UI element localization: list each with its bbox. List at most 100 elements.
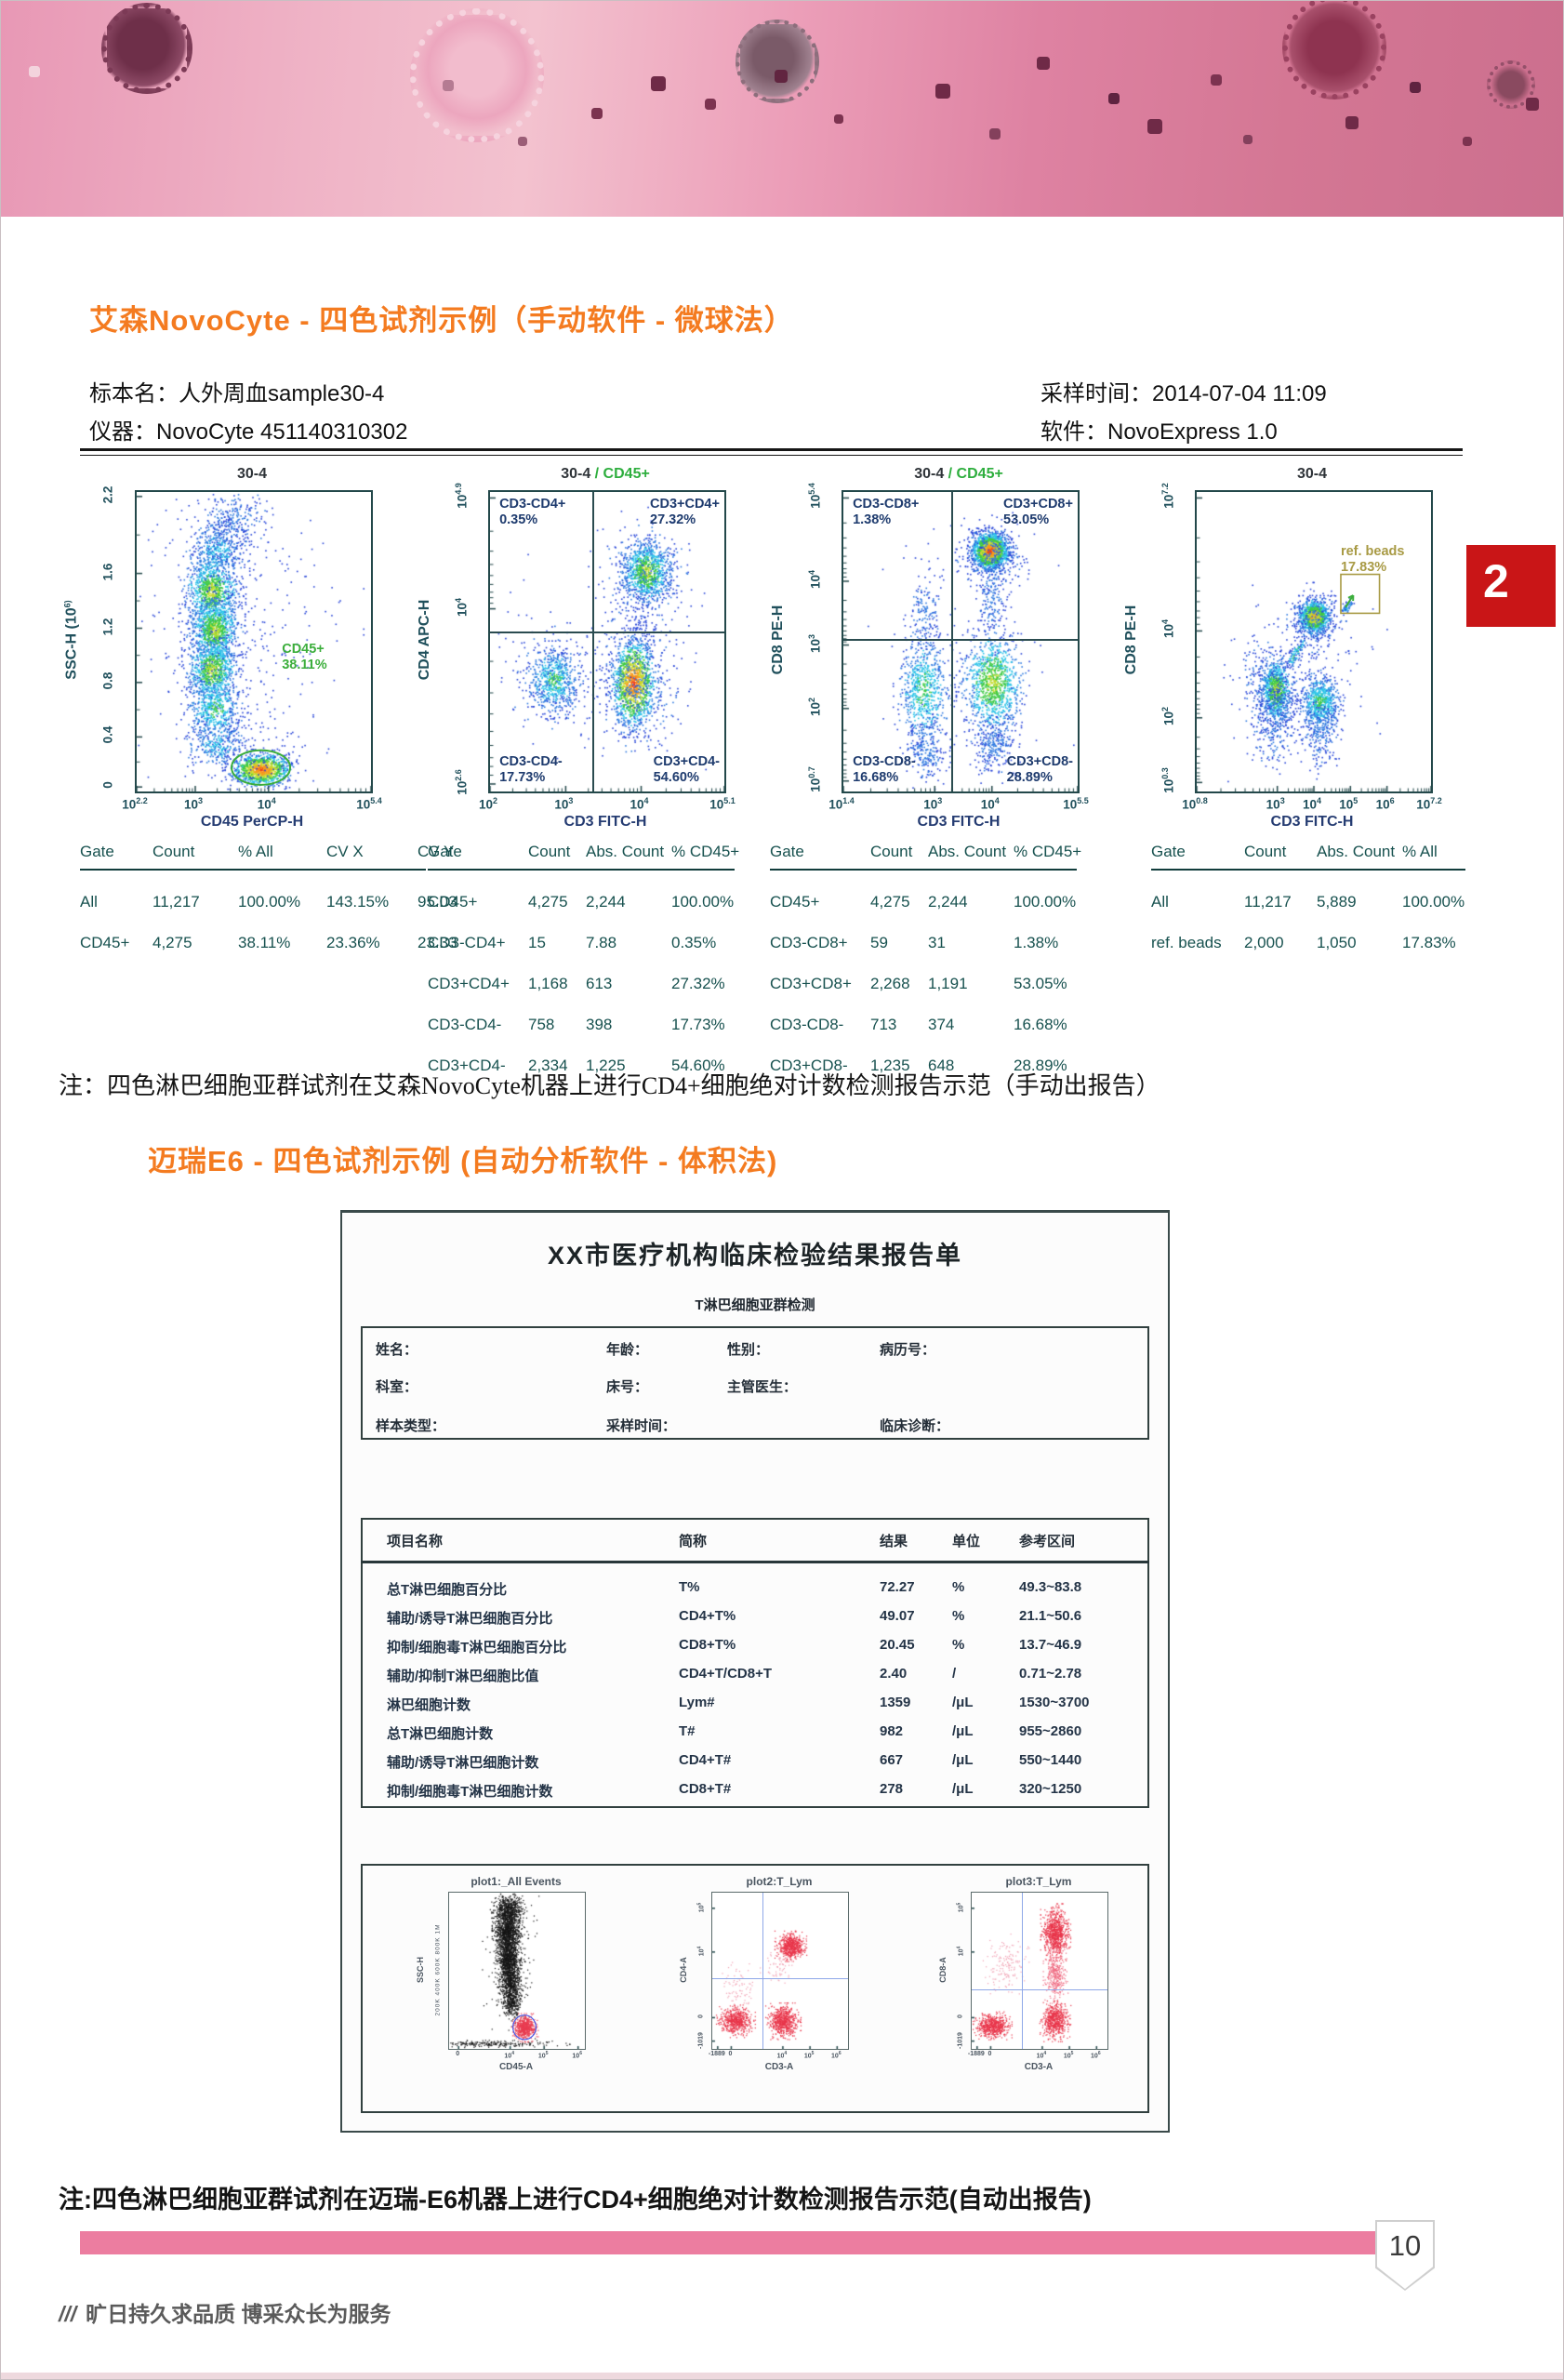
table-header-row: Gate Count Abs. Count % All (1151, 843, 1465, 871)
plot-title: 30-4 / CD45+ (914, 466, 1003, 482)
x-tick-label: 103 (554, 796, 574, 812)
y-axis-label: SSC-H (416, 1956, 425, 1984)
gate-table-4: Gate Count Abs. Count % All All 11,217 5,889 10… (1151, 843, 1465, 952)
results-row: 辅助/诱导T淋巴细胞百分比 CD4+T% 49.07% 21.1~50.6 (363, 1608, 1147, 1628)
quadrant-label: CD3-CD4- 17.73% (499, 753, 563, 785)
results-cell: 13.7~46.9 (1019, 1637, 1082, 1653)
table-cell: CD3-CD8+ (770, 934, 848, 951)
x-tick-label: 104 (630, 796, 649, 812)
table-header-row: Gate Count Abs. Count % CD45+ (770, 843, 1081, 871)
results-cell: CD4+T# (679, 1752, 732, 1768)
flow-plots-row: 30-4 SSC-H (106) 2.2 1.6 1.2 0.8 0.4 0 CD45+ 38.1… (62, 466, 1541, 831)
y-tick-label: 1.2 (100, 618, 115, 635)
table-row: CD45+ 4,275 38.11% 23.36% 23.33 (80, 934, 457, 952)
table-cell: CD3+CD4- (428, 1057, 506, 1074)
x-tick-label: 103 (1266, 796, 1285, 812)
report-plots-box: plot1:_All Events SSC-H 200K 400K 600K 800… (361, 1864, 1149, 2113)
plot-area: CD3-CD8+ 1.38% CD3+CD8+ 53.05% CD3-CD8- 16.68… (842, 490, 1080, 793)
y-tick-label: 102 (806, 697, 823, 716)
y-axis-label: SSC-H (106) (62, 600, 80, 680)
y-tick-label: 0 (100, 781, 115, 789)
table-cell: 398 (586, 1016, 613, 1033)
x-tick-label: 105.1 (709, 796, 736, 812)
banner-dots (1, 1, 3, 3)
plot-area: CD3-CD4+ 0.35% CD3+CD4+ 27.32% CD3-CD4- 17.73… (488, 490, 726, 793)
y-axis-label: CD8 PE-H (1123, 605, 1139, 675)
results-row: 抑制/细胞毒T淋巴细胞计数 CD8+T# 278/μL 320~1250 (363, 1781, 1147, 1801)
table-cell: 4,275 (152, 934, 192, 951)
quadrant-line-v (951, 492, 954, 791)
results-cell: 总T淋巴细胞百分比 (387, 1582, 508, 1598)
x-axis-label: CD3 FITC-H (1270, 814, 1354, 830)
table-header-cell: CV Y (418, 843, 455, 860)
results-cell: 抑制/细胞毒T淋巴细胞百分比 (387, 1640, 567, 1655)
results-header-row: 项目名称 简称 结果 单位 参考区间 (363, 1531, 1147, 1550)
plot-title: 30-4 (1296, 466, 1328, 482)
quadrant-line-h (490, 632, 724, 634)
table-cell: CD3+CD8+ (770, 975, 852, 992)
table-cell: 0.35% (671, 934, 717, 951)
y-tick-label: 104 (453, 597, 470, 617)
table-cell: 7.88 (586, 934, 617, 951)
mini-plot-3: plot3:T_Lym CD8-A 105 104 0 -1019 -1889 0 104 105… (935, 1875, 1108, 2072)
quadrant-line-v (1021, 1893, 1023, 2049)
table-header-cell: CV X (326, 843, 364, 860)
scatter-canvas (972, 1893, 1107, 2049)
patient-field: 病历号： (880, 1342, 936, 1358)
table-cell: 1,168 (528, 975, 568, 992)
table-cell: 17.73% (671, 1016, 725, 1033)
table-cell: All (80, 893, 98, 911)
y-tick-label: 0 (697, 2014, 705, 2019)
x-tick-label: 106 (1375, 796, 1395, 812)
results-cell: /μL (952, 1723, 974, 1739)
results-cell: /μL (952, 1781, 974, 1797)
table-cell: CD3-CD4- (428, 1016, 502, 1033)
table-cell: All (1151, 893, 1169, 911)
table-cell: 2,244 (928, 893, 968, 911)
scatter-canvas (712, 1893, 848, 2049)
slashes-icon: /// (59, 2302, 77, 2326)
flow-plot-4: 30-4 CD8 PE-H 107.2 104 102 100.3 ref. beads 17… (1122, 466, 1442, 831)
virus-illustration (1487, 60, 1535, 109)
mini-plot-2: plot2:T_Lym CD4-A 105 104 0 -1019 -1889 0 104 105… (676, 1875, 849, 2072)
plot-area: CD45+ 38.11% (135, 490, 373, 793)
x-tick-label: 103 (183, 796, 204, 812)
results-cell: 49.07 (880, 1608, 915, 1624)
patient-field: 姓名： (376, 1342, 418, 1358)
table-cell: CD45+ (770, 893, 820, 911)
table-cell: 4,275 (870, 893, 910, 911)
y-tick-label: -1019 (697, 2031, 705, 2049)
results-row: 总T淋巴细胞百分比 T% 72.27% 49.3~83.8 (363, 1579, 1147, 1599)
results-cell: CD8+T# (679, 1781, 732, 1797)
software: 软件：NovoExpress 1.0 (1040, 419, 1278, 445)
x-tick-label: 106 (1091, 2051, 1101, 2060)
table-cell: 100.00% (1402, 893, 1465, 911)
scatter-canvas (137, 492, 371, 791)
table-row: CD3-CD8+ 59 31 1.38% (770, 934, 1077, 952)
plot-area: ref. beads 17.83% (1195, 490, 1433, 793)
results-cell: 辅助/诱导T淋巴细胞百分比 (387, 1611, 553, 1627)
mini-plot-1: plot1:_All Events SSC-H 200K 400K 600K 800… (413, 1875, 586, 2072)
footer-slogan: /// 旷日持久求品质 博采众长为服务 (59, 2296, 391, 2328)
plot-title: plot3:T_Lym (1005, 1875, 1072, 1888)
results-cell: 21.1~50.6 (1019, 1608, 1082, 1624)
table-cell: 2,000 (1244, 934, 1284, 951)
table-header-cell: % All (238, 843, 273, 860)
patient-field: 科室： (376, 1379, 418, 1395)
table-cell: 31 (928, 934, 946, 951)
scatter-canvas (843, 492, 1078, 791)
instrument: 仪器：NovoCyte 451140310302 (89, 419, 408, 445)
results-cell: 667 (880, 1752, 904, 1768)
x-tick-label: 104 (1302, 796, 1322, 812)
results-row: 辅助/诱导T淋巴细胞计数 CD4+T# 667/μL 550~1440 (363, 1752, 1147, 1772)
virus-illustration (410, 8, 544, 142)
table-cell: 17.83% (1402, 934, 1456, 951)
table-header-cell: % CD45+ (671, 843, 740, 860)
x-tick-label: 104 (776, 2051, 788, 2060)
patient-info-box: 姓名： 年龄： 性别： 病历号： 科室： 床号： 主管医生： 样本类型： 采样时间： 临床诊断： (361, 1326, 1149, 1440)
y-axis-label: CD4 APC-H (417, 599, 432, 681)
section2-note: 注:四色淋巴细胞亚群试剂在迈瑞-E6机器上进行CD4+细胞绝对计数检测报告示范(… (59, 2186, 1092, 2214)
table-cell: 59 (870, 934, 888, 951)
plot-title: plot1:_All Events (471, 1875, 562, 1888)
table-header-cell: % CD45+ (1014, 843, 1082, 860)
